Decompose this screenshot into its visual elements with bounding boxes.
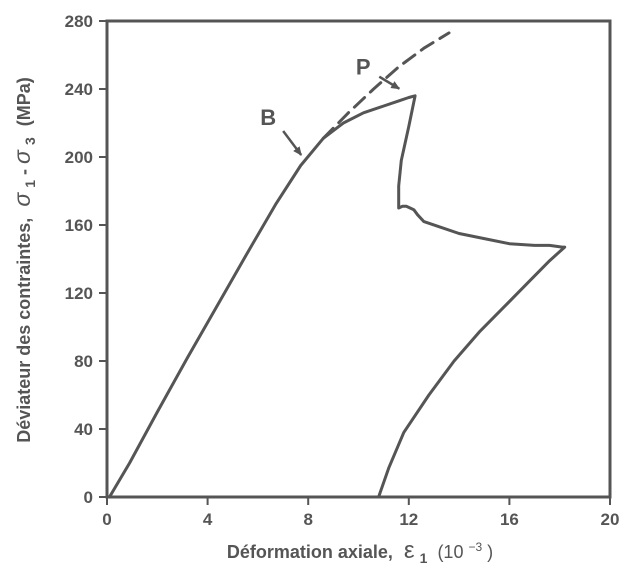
- stress-strain-curve: [108, 94, 567, 499]
- x-axis-title: Déformation axiale, ε 1 (10 −3 ): [227, 535, 493, 567]
- x-tick-label: 4: [203, 510, 213, 529]
- y-tick-label: 80: [74, 352, 93, 371]
- y-tick-label: 40: [74, 420, 93, 439]
- y-axis-title: Déviateur des contraintes, σ 1 - σ 3 (MP…: [9, 77, 39, 443]
- y-axis: 0 40 80 120 160 200 240 280: [65, 12, 107, 507]
- y-tick-label: 280: [65, 12, 93, 31]
- annotation-arrow: [282, 130, 303, 156]
- y-tick-label: 240: [65, 80, 93, 99]
- x-tick-label: 0: [102, 510, 111, 529]
- y-tick-label: 200: [65, 148, 93, 167]
- y-tick-label: 0: [84, 488, 93, 507]
- annotation-arrow: [378, 75, 401, 90]
- x-tick-label: 20: [601, 510, 620, 529]
- annotation-label: P: [356, 55, 371, 80]
- x-axis: 0 4 8 12 16 20: [102, 497, 619, 529]
- annotation-layer: BP: [260, 55, 401, 156]
- y-tick-label: 120: [65, 284, 93, 303]
- x-tick-label: 12: [399, 510, 418, 529]
- y-tick-label: 160: [65, 216, 93, 235]
- dashed-extrapolation-line: [321, 31, 451, 140]
- plot-frame: [105, 19, 612, 499]
- x-tick-label: 16: [500, 510, 519, 529]
- x-tick-label: 8: [303, 510, 312, 529]
- series-layer: [108, 31, 567, 499]
- annotation-label: B: [260, 105, 276, 130]
